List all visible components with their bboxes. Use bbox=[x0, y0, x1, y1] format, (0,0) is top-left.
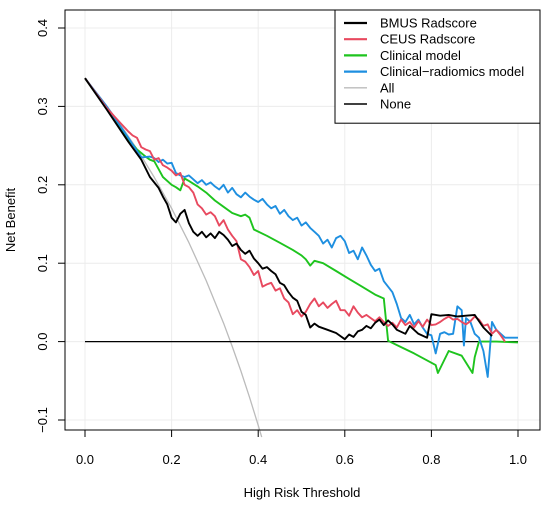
x-tick-label: 0.2 bbox=[163, 452, 181, 467]
legend-label: CEUS Radscore bbox=[380, 32, 475, 47]
x-tick-label: 0.4 bbox=[249, 452, 267, 467]
series-line-clinical-model bbox=[84, 77, 519, 374]
series-line-all bbox=[84, 77, 263, 438]
y-tick-label: 0.3 bbox=[35, 97, 50, 115]
legend-label: Clinical−radiomics model bbox=[380, 64, 524, 79]
series-layer bbox=[84, 77, 519, 438]
y-tick-label: 0.4 bbox=[35, 19, 50, 37]
y-tick-label: 0.2 bbox=[35, 176, 50, 194]
series-line-clinical-radiomics-model bbox=[84, 77, 518, 378]
y-axis-title: Net Benefit bbox=[3, 187, 18, 252]
x-tick-label: 0.6 bbox=[336, 452, 354, 467]
y-tick-label: 0.0 bbox=[35, 333, 50, 351]
y-tick-label: −0.1 bbox=[35, 407, 50, 433]
legend-label: Clinical model bbox=[380, 48, 461, 63]
series-line-bmus-radscore bbox=[84, 77, 493, 341]
series-line-ceus-radscore bbox=[84, 77, 506, 343]
legend-box bbox=[334, 9, 541, 124]
x-tick-label: 0.8 bbox=[422, 452, 440, 467]
x-tick-label: 0.0 bbox=[76, 452, 94, 467]
x-axis-title: High Risk Threshold bbox=[244, 485, 361, 500]
y-axis: −0.1 0.0 0.1 0.2 0.3 0.4 bbox=[35, 19, 66, 433]
legend-label: BMUS Radscore bbox=[380, 16, 477, 31]
x-tick-label: 1.0 bbox=[509, 452, 527, 467]
y-tick-label: 0.1 bbox=[35, 254, 50, 272]
legend-label: None bbox=[380, 97, 411, 112]
legend-label: All bbox=[380, 80, 395, 95]
x-axis: 0.0 0.2 0.4 0.6 0.8 1.0 bbox=[76, 429, 527, 467]
